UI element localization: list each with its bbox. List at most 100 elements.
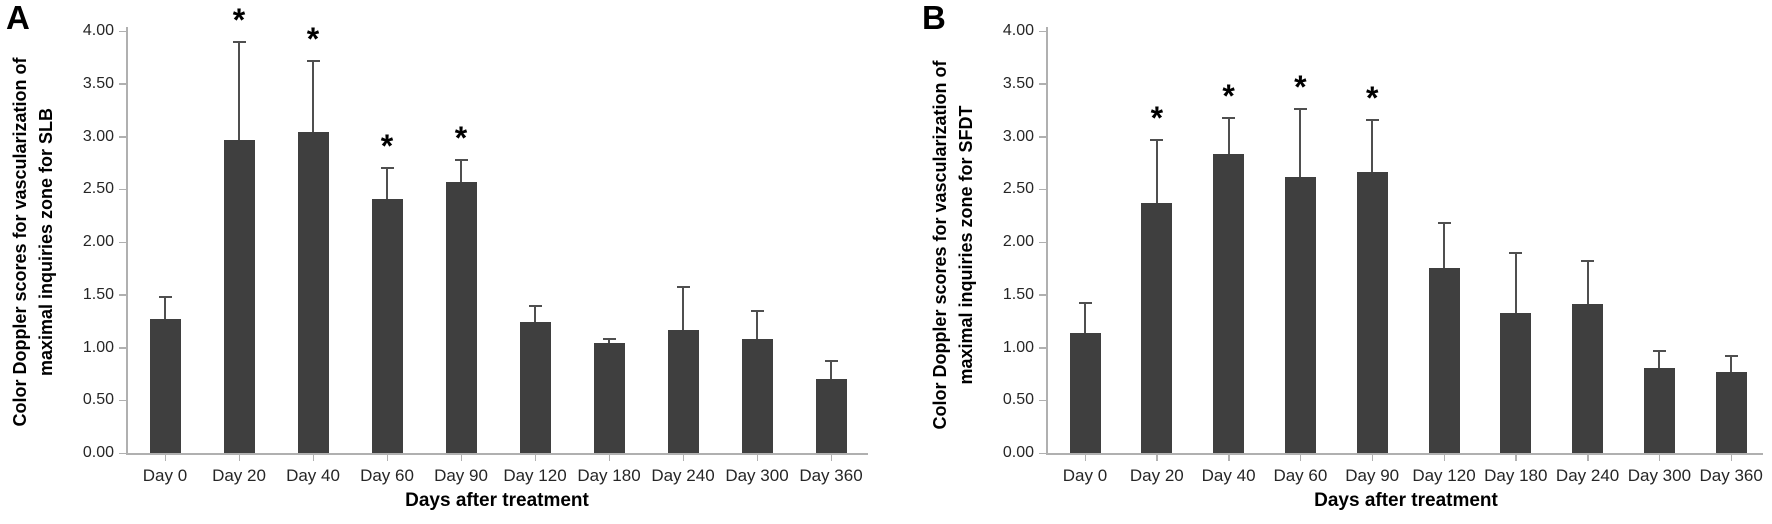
panel-b-bar-day360 — [1715, 371, 1747, 453]
panel-a-bar-day240 — [667, 329, 699, 453]
panel-b-y-tick-label: 2.00 — [1002, 233, 1034, 250]
panel-b-x-tick-label: Day 90 — [1345, 466, 1400, 485]
panel-a-x-tick — [164, 455, 166, 461]
panel-a-x-tick — [756, 455, 758, 461]
panel-a-y-tick-label: 0.00 — [82, 444, 114, 461]
panel-b-y-tick-label: 4.00 — [1002, 22, 1034, 39]
panel-b-x-tick-label: Day 20 — [1129, 466, 1184, 485]
panel-a-bar-day180 — [593, 343, 625, 453]
panel-b-error-bar-cap — [1652, 349, 1666, 352]
panel-b-error-bar-line — [1299, 109, 1302, 177]
panel-a-y-axis-title-line2: maximal inquiries zone for SLB — [36, 107, 56, 377]
panel-b-x-tick — [1084, 455, 1086, 461]
panel-b-y-tick — [1039, 294, 1046, 296]
panel-a-error-bar-line — [830, 361, 832, 380]
panel-b-error-bar-line — [1155, 139, 1158, 203]
panel-a-error-bar-line — [756, 310, 758, 340]
panel-a-y-tick — [119, 83, 126, 85]
panel-b-bar-day180 — [1500, 312, 1532, 453]
panel-a-error-bar-cap — [528, 305, 542, 308]
panel-a-error-bar-cap — [454, 158, 468, 161]
panel-b-error-bar-line — [1730, 355, 1733, 372]
panel-a-bar-day360 — [815, 379, 847, 453]
panel-b-y-tick — [1039, 136, 1046, 138]
panel-a-error-bar-cap — [380, 167, 394, 170]
panel-a-y-tick — [119, 188, 126, 191]
panel-b-y-axis-title: Color Doppler scores for vascularization… — [927, 10, 979, 480]
panel-b-bar-day300 — [1643, 367, 1675, 453]
panel-a-x-tick-label: Day 0 — [142, 466, 188, 485]
panel-a-y-tick-label: 3.00 — [82, 127, 114, 145]
panel-a-error-bar-line — [312, 60, 314, 133]
panel-a-x-tick — [830, 455, 832, 461]
panel-a-x-axis-title: Days after treatment — [405, 490, 589, 511]
panel-a-x-tick — [682, 455, 684, 461]
panel-a-error-bar-line — [460, 159, 462, 182]
panel-b-error-bar-line — [1227, 117, 1230, 155]
panel-b-x-tick-label: Day 60 — [1273, 466, 1328, 485]
panel-b-error-bar-cap — [1724, 354, 1738, 357]
panel-a-bar-day20 — [223, 139, 255, 453]
panel-b-error-bar-cap — [1509, 251, 1523, 254]
panel-a-y-axis-line — [126, 27, 128, 455]
panel-a-significance-marker: * — [380, 128, 394, 165]
panel-b-x-tick — [1658, 455, 1661, 461]
panel-b-significance-marker: * — [1294, 69, 1307, 106]
panel-b-x-tick-label: Day 40 — [1201, 466, 1256, 485]
panel-a-error-bar-cap — [232, 40, 246, 43]
panel-b-bar-day90 — [1356, 172, 1388, 453]
panel-a-y-tick — [119, 241, 126, 243]
panel-b-significance-marker: * — [1150, 99, 1164, 136]
panel-a-x-tick-label: Day 90 — [434, 466, 488, 485]
panel-b-y-tick — [1039, 399, 1046, 402]
panel-a-error-bar-line — [164, 296, 166, 319]
panel-b-significance-marker: * — [1222, 77, 1235, 114]
panel-a-bar-day120 — [519, 322, 551, 453]
panel-a-y-tick-label: 3.50 — [82, 74, 114, 92]
panel-a-x-tick — [238, 455, 240, 461]
panel-a-y-tick-label: 2.50 — [82, 180, 114, 198]
panel-a-y-tick-label: 4.00 — [82, 22, 114, 39]
panel-b-x-tick-label: Day 0 — [1062, 466, 1108, 485]
panel-b-error-bar-line — [1084, 303, 1086, 333]
panel-a-x-tick-label: Day 40 — [286, 466, 340, 485]
panel-a-significance-marker: * — [454, 119, 468, 156]
panel-b-x-tick-label: Day 180 — [1484, 466, 1548, 485]
panel-b-y-tick — [1039, 452, 1046, 454]
panel-a-error-bar-cap — [824, 360, 838, 363]
panel-a-y-tick — [119, 136, 126, 138]
panel-a-bar-day300 — [741, 339, 773, 453]
panel-a-error-bar-cap — [602, 338, 616, 341]
panel-a-y-tick — [119, 399, 126, 402]
panel-b-y-axis-line — [1046, 27, 1048, 455]
panel-b-x-tick — [1443, 455, 1445, 461]
panel-a-error-bar-line — [386, 168, 388, 199]
panel-a-x-tick-label: Day 180 — [577, 466, 641, 485]
panel-a-x-tick-label: Day 60 — [360, 466, 414, 485]
panel-b-error-bar-cap — [1581, 259, 1595, 262]
panel-a-significance-marker: * — [232, 1, 246, 38]
panel-b-letter: B — [922, 0, 946, 36]
panel-a-error-bar-cap — [750, 309, 764, 312]
panel-b-x-tick — [1299, 455, 1302, 461]
panel-b-y-tick-label: 1.00 — [1002, 338, 1034, 356]
panel-a-x-tick — [534, 455, 536, 461]
panel-a-x-tick — [386, 455, 388, 461]
panel-a-error-bar-cap — [676, 286, 690, 289]
panel-b-y-tick-label: 1.50 — [1002, 285, 1034, 303]
panel-b-y-tick — [1039, 30, 1046, 32]
panel-b-bar-day40 — [1213, 154, 1245, 453]
panel-a-y-axis-title-line1: Color Doppler scores for vascularization… — [10, 57, 30, 427]
panel-a-bar-day0 — [149, 319, 181, 453]
panel-a-x-axis-line — [126, 453, 868, 455]
panel-a-x-tick-label: Day 300 — [725, 466, 789, 485]
panel-b-error-bar-cap — [1150, 138, 1164, 141]
panel-b-x-tick-label: Day 120 — [1412, 466, 1476, 485]
panel-b-x-tick — [1730, 455, 1733, 461]
panel-b-x-tick — [1515, 455, 1517, 461]
panel-b-bar-day240 — [1572, 304, 1604, 453]
panel-a-bar-day90 — [445, 181, 477, 453]
panel-b-y-tick — [1039, 347, 1046, 349]
panel-a-y-axis-title: Color Doppler scores for vascularization… — [7, 7, 59, 477]
panel-b-x-tick-label: Day 300 — [1627, 466, 1692, 485]
